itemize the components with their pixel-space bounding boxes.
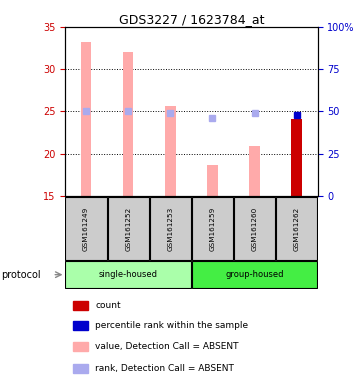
Bar (73, 321, 88, 330)
Bar (249, 146, 260, 196)
Bar (81, 42, 91, 196)
Bar (73, 342, 88, 351)
Text: GSM161249: GSM161249 (83, 206, 89, 250)
Text: group-housed: group-housed (225, 270, 284, 279)
Bar (207, 165, 218, 196)
FancyBboxPatch shape (276, 197, 317, 260)
Bar (291, 119, 302, 196)
Text: single-housed: single-housed (99, 270, 158, 279)
Text: percentile rank within the sample: percentile rank within the sample (95, 321, 248, 330)
FancyBboxPatch shape (234, 197, 275, 260)
Text: GSM161253: GSM161253 (167, 206, 173, 250)
Bar (123, 52, 134, 196)
FancyBboxPatch shape (149, 197, 191, 260)
Text: rank, Detection Call = ABSENT: rank, Detection Call = ABSENT (95, 364, 234, 373)
FancyBboxPatch shape (65, 261, 191, 288)
FancyBboxPatch shape (192, 261, 317, 288)
Text: value, Detection Call = ABSENT: value, Detection Call = ABSENT (95, 342, 239, 351)
FancyBboxPatch shape (192, 197, 233, 260)
Text: GSM161259: GSM161259 (209, 206, 216, 250)
FancyBboxPatch shape (65, 197, 107, 260)
Bar (73, 364, 88, 373)
Text: GSM161262: GSM161262 (293, 206, 300, 250)
Bar (73, 301, 88, 310)
Text: GSM161260: GSM161260 (252, 206, 257, 250)
Title: GDS3227 / 1623784_at: GDS3227 / 1623784_at (118, 13, 264, 26)
Text: GSM161252: GSM161252 (125, 206, 131, 250)
Text: count: count (95, 301, 121, 310)
Bar (165, 106, 175, 196)
Text: protocol: protocol (1, 270, 40, 280)
FancyBboxPatch shape (108, 197, 149, 260)
